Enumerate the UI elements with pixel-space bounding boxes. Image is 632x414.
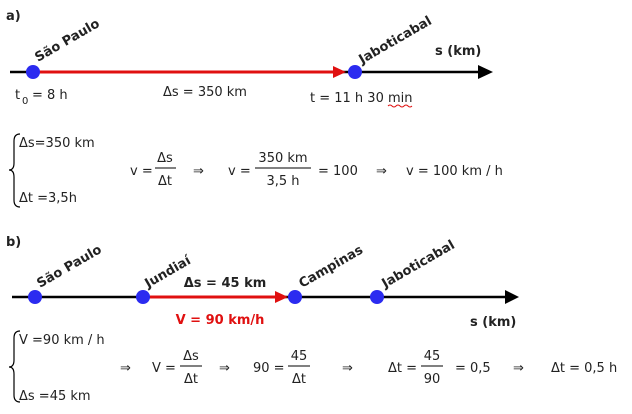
city-label: Jaboticabal: [379, 238, 458, 292]
brace: [8, 133, 21, 208]
city-dot: [348, 65, 362, 79]
eq-text: v =: [130, 164, 153, 179]
city-dot: [26, 65, 40, 79]
axis-arrow: [505, 290, 519, 304]
spellcheck-underline: [387, 104, 413, 108]
system-line: V =90 km / h: [19, 333, 105, 348]
eq-text: v =: [228, 164, 251, 179]
eq-text: Δt =: [388, 361, 417, 376]
eq-text: = 0,5: [455, 361, 491, 376]
t0-value: = 8 h: [32, 88, 68, 103]
brace: [8, 330, 21, 403]
eq-num: Δs: [183, 349, 199, 364]
part-label: b): [6, 235, 21, 250]
eq-text: ⇒: [342, 361, 353, 376]
system-line: Δt =3,5h: [19, 191, 77, 206]
eq-num: 45: [424, 349, 441, 364]
eq-text: ⇒: [219, 361, 230, 376]
eq-text: ⇒: [193, 164, 204, 179]
velocity-label: V = 90 km/h: [176, 313, 265, 328]
eq-text: ⇒: [120, 361, 131, 376]
t-final-label: t = 11 h 30 min: [310, 91, 413, 106]
city-dot: [370, 290, 384, 304]
system-line: Δs=350 km: [19, 136, 95, 151]
eq-den: 3,5 h: [266, 174, 299, 189]
displacement-label: Δs = 45 km: [184, 276, 267, 291]
displacement-arrowhead: [275, 291, 288, 303]
eq-den: Δt: [158, 174, 172, 189]
t0-subscript: 0: [22, 96, 28, 107]
eq-text: ⇒: [376, 164, 387, 179]
axis-arrow: [478, 65, 493, 79]
eq-num: 350 km: [258, 151, 307, 166]
eq-den: Δt: [292, 372, 306, 387]
eq-text: ⇒: [513, 361, 524, 376]
city-dot: [288, 290, 302, 304]
displacement-label: Δs = 350 km: [163, 85, 247, 100]
city-dot: [136, 290, 150, 304]
city-label: São Paulo: [35, 242, 105, 291]
system-line: Δs =45 km: [19, 389, 91, 404]
eq-den: 90: [424, 372, 441, 387]
city-label: Jaboticabal: [356, 14, 435, 68]
eq-text: = 100: [318, 164, 358, 179]
eq-text: v = 100 km / h: [406, 164, 503, 179]
eq-den: Δt: [184, 372, 198, 387]
eq-num: 45: [291, 349, 308, 364]
displacement-arrowhead: [333, 66, 346, 78]
city-label: São Paulo: [33, 16, 103, 65]
t0-symbol: t: [15, 88, 20, 103]
city-dot: [28, 290, 42, 304]
eq-text: V =: [152, 361, 176, 376]
axis-label: s (km): [435, 44, 481, 59]
eq-text: 90 =: [253, 361, 285, 376]
city-label: Campinas: [297, 243, 367, 292]
part-label: a): [6, 9, 21, 24]
eq-text: Δt = 0,5 h: [551, 361, 617, 376]
eq-num: Δs: [157, 151, 173, 166]
axis-label: s (km): [470, 315, 516, 330]
